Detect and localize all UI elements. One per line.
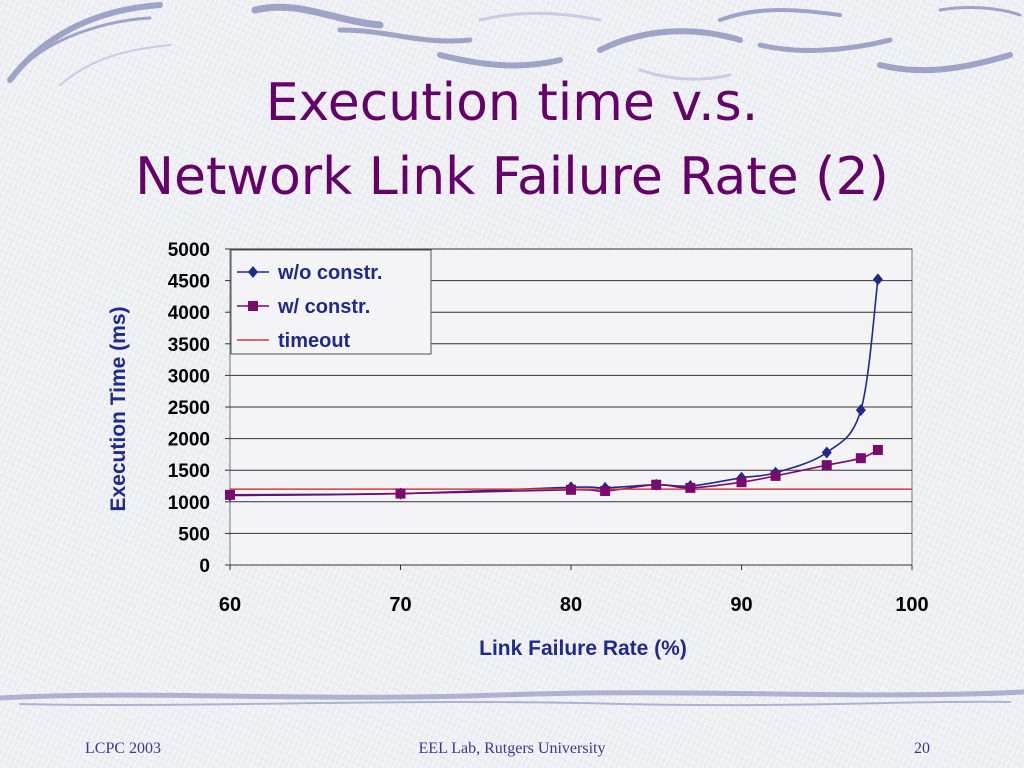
x-axis-title: Link Failure Rate (%): [479, 637, 687, 660]
y-tick-label-5000: 5000: [168, 240, 210, 261]
point-w-constr-7: [770, 470, 781, 481]
y-tick-label-1500: 1500: [168, 461, 210, 482]
y-axis-title: Execution Time (ms): [107, 307, 130, 512]
execution-time-chart: 0 500 1000 1500 2000 2500 3000 3500 4000 4500 5000…: [107, 240, 929, 660]
decorative-swirl-banner-top: [7, 2, 1022, 86]
point-wo-constr-10: [872, 273, 883, 286]
point-w-constr-1: [395, 488, 406, 499]
y-tick-label-0: 0: [199, 556, 210, 577]
y-tick-label-1000: 1000: [168, 493, 210, 514]
decorative-swirl-divider-bottom: [0, 689, 1024, 707]
point-w-constr-0: [225, 489, 235, 500]
y-tick-label-3000: 3000: [168, 366, 210, 387]
point-w-constr-4: [651, 479, 662, 490]
footer-page-number: 20: [914, 740, 930, 757]
x-tick-label-80: 80: [560, 594, 582, 616]
point-wo-constr-8: [821, 446, 832, 459]
point-w-constr-2: [566, 484, 576, 495]
x-tick-label-100: 100: [895, 594, 928, 616]
point-w-constr-9: [855, 453, 866, 464]
y-tick-label-2000: 2000: [168, 430, 210, 451]
point-wo-constr-9: [855, 404, 866, 417]
footer-conference: LCPC 2003: [85, 740, 162, 757]
point-w-constr-6: [736, 477, 747, 488]
legend-marker-1: [248, 301, 258, 311]
slide-title-line-1: Execution time v.s.: [265, 73, 759, 133]
legend-marker-0: [248, 266, 258, 278]
legend-label-0: w/o constr.: [277, 262, 382, 284]
legend-label-1: w/ constr.: [277, 296, 370, 318]
legend-label-2: timeout: [278, 330, 351, 352]
point-w-constr-10: [872, 444, 883, 455]
y-tick-label-4500: 4500: [168, 272, 210, 293]
y-tick-label-3500: 3500: [168, 335, 210, 356]
legend-box: [230, 249, 432, 355]
point-w-constr-5: [685, 482, 696, 493]
footer-affiliation: EEL Lab, Rutgers University: [418, 740, 606, 757]
y-tick-label-2500: 2500: [168, 398, 210, 419]
point-w-constr-3: [600, 486, 611, 497]
y-tick-label-500: 500: [178, 524, 210, 545]
x-tick-label-90: 90: [730, 594, 752, 616]
point-w-constr-8: [821, 460, 832, 471]
slide-title-line-2: Network Link Failure Rate (2): [135, 147, 889, 207]
y-tick-label-4000: 4000: [168, 303, 210, 324]
x-tick-label-70: 70: [389, 594, 411, 616]
x-tick-label-60: 60: [219, 594, 241, 616]
